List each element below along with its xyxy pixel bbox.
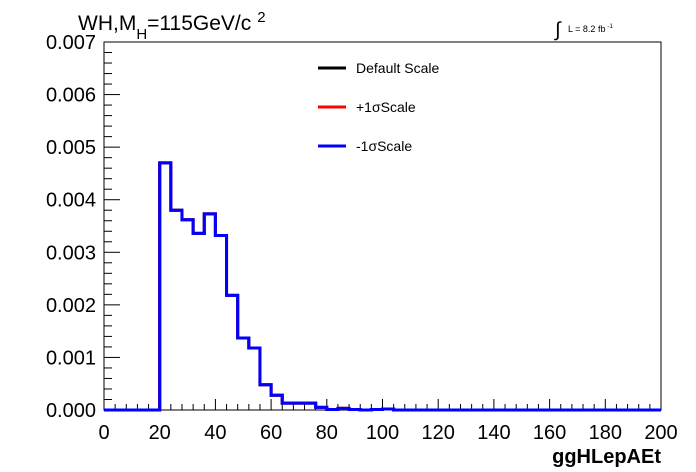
x-tick-label: 140	[477, 422, 510, 444]
y-tick-label: 0.006	[46, 85, 96, 107]
x-tick-label: 60	[260, 422, 282, 444]
y-tick-label: 0.002	[46, 295, 96, 317]
x-tick-label: 100	[366, 422, 399, 444]
y-axis-ticks	[104, 41, 120, 411]
x-axis-minor-ticks	[114, 404, 651, 410]
y-tick-label: 0.004	[46, 190, 96, 212]
plot-frame	[103, 41, 662, 411]
histogram-series-line	[104, 161, 661, 412]
y-tick-label: 0.005	[46, 137, 96, 159]
title-subscript: H	[136, 26, 147, 43]
x-tick-label: 180	[589, 422, 622, 444]
lumi-integral-sign: ∫	[554, 19, 562, 41]
x-tick-label: 80	[316, 422, 338, 444]
legend-label: +1σScale	[356, 99, 416, 115]
x-tick-label: 160	[533, 422, 566, 444]
lumi-text: L = 8.2 fb	[568, 24, 605, 34]
y-axis-tick-labels: 0.000 0.001 0.002 0.003 0.004 0.005 0.006 0.007	[46, 32, 96, 422]
legend: Default Scale +1σScale -1σScale	[318, 60, 439, 154]
x-axis-title: ggHLepAEt	[552, 446, 661, 468]
x-tick-label: 40	[204, 422, 226, 444]
series-layer	[104, 161, 661, 412]
x-tick-label: 0	[98, 422, 109, 444]
title-superscript: 2	[257, 9, 265, 26]
x-tick-label: 120	[422, 422, 455, 444]
histogram-series-line	[104, 161, 661, 412]
y-tick-label: 0.001	[46, 347, 96, 369]
title-main: WH,M	[78, 12, 136, 35]
y-axis-minor-ticks	[104, 52, 112, 400]
title-rest: =115GeV/c	[147, 12, 251, 35]
y-tick-label: 0.000	[46, 400, 96, 422]
lumi-exponent: -1	[607, 24, 613, 30]
chart-title: WH,MH=115GeV/c 2	[78, 9, 266, 43]
histogram-series-line	[104, 161, 661, 412]
legend-label: -1σScale	[356, 138, 412, 154]
x-tick-label: 200	[644, 422, 677, 444]
y-tick-label: 0.007	[46, 32, 96, 54]
lumi-label: L = 8.2 fb -1	[568, 24, 613, 34]
x-axis-tick-labels: 0 20 40 60 80 100 120 140 160 180 200	[98, 422, 677, 444]
y-tick-label: 0.003	[46, 242, 96, 264]
x-tick-label: 20	[149, 422, 171, 444]
legend-label: Default Scale	[356, 60, 439, 76]
